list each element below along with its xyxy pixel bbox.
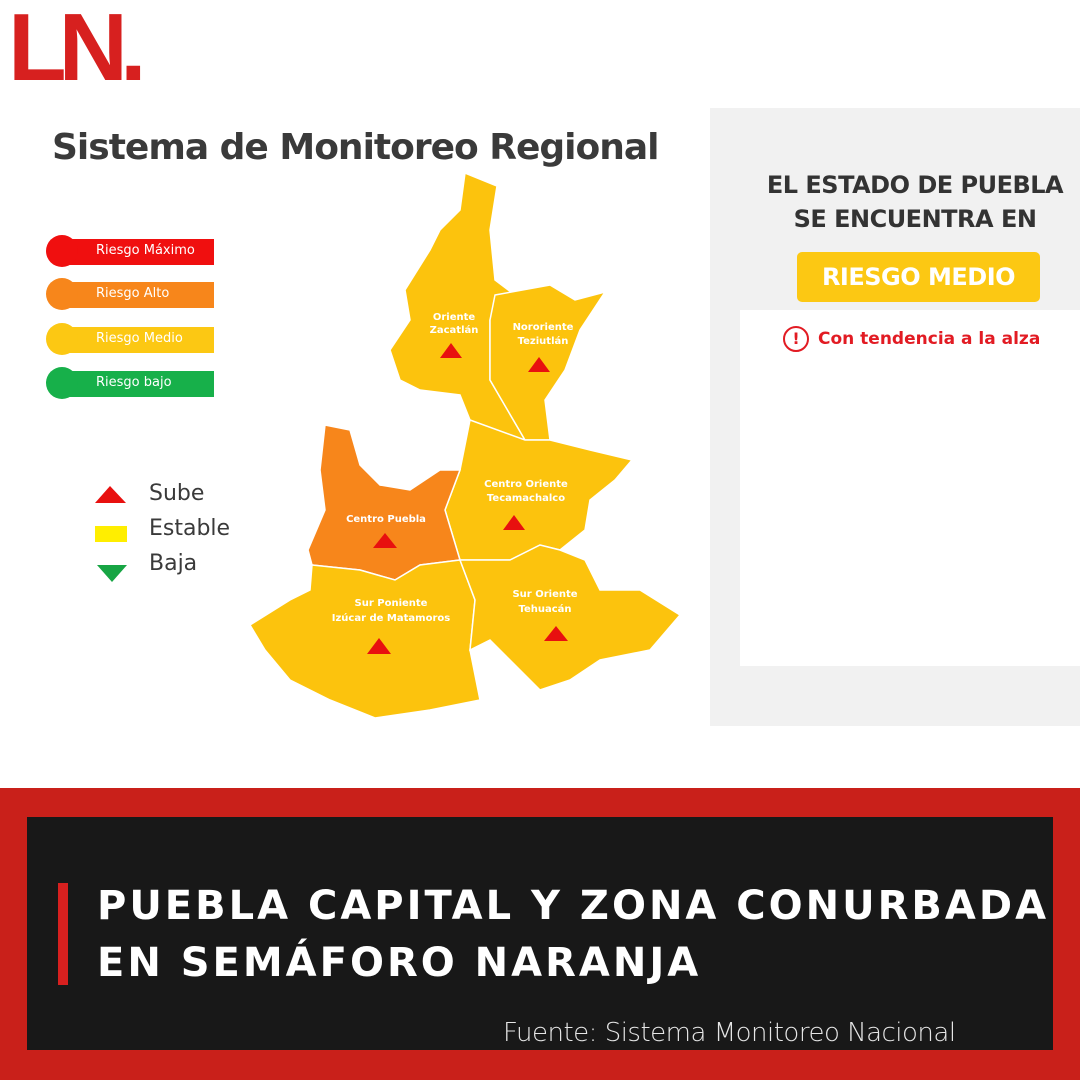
- headline: PUEBLA CAPITAL Y ZONA CONURBADA: [97, 883, 1050, 929]
- region-label: Oriente: [433, 312, 476, 323]
- up-marker: [373, 533, 397, 548]
- region-label: Zacatlán: [430, 324, 479, 336]
- region-label: Centro Puebla: [346, 514, 426, 525]
- region-label: Tecamachalco: [487, 493, 565, 504]
- up-marker: [503, 515, 525, 530]
- up-icon: [95, 486, 126, 503]
- up-marker: [544, 626, 568, 641]
- legend-label: Riesgo Medio: [96, 331, 183, 346]
- source: Fuente: Sistema Monitoreo Nacional: [503, 1018, 956, 1048]
- legend-label: Riesgo bajo: [96, 375, 172, 390]
- region-label: Izúcar de Matamoros: [332, 612, 450, 624]
- region-label: Tehuacán: [518, 603, 571, 615]
- risk-badge: RIESGO MEDIO: [797, 252, 1040, 302]
- map-title: Sistema de Monitoreo Regional: [52, 127, 660, 168]
- legend-label: Riesgo Máximo: [96, 243, 195, 258]
- region-shape: [489, 284, 607, 441]
- region-shape: [307, 424, 462, 581]
- panel-inner: [740, 310, 1080, 666]
- region-label: Nororiente: [513, 322, 574, 333]
- risk-legend-item: Riesgo Alto: [46, 278, 214, 310]
- risk-legend-item: Riesgo Medio: [46, 323, 214, 355]
- risk-legend-item: Riesgo bajo: [46, 367, 214, 399]
- map: Oriente Zacatlán Nororiente Teziutlán Ce…: [95, 171, 682, 719]
- trend-label: Estable: [149, 516, 231, 541]
- trend-label: Sube: [149, 481, 205, 506]
- down-icon: [97, 565, 127, 582]
- logo: LN.: [8, 0, 147, 101]
- headline: EN SEMÁFORO NARANJA: [97, 940, 702, 986]
- regions: [248, 171, 682, 719]
- accent-bar: [58, 883, 68, 985]
- trend-markers: [367, 343, 568, 654]
- region-shape: [389, 171, 527, 442]
- trend-label: Baja: [149, 551, 198, 576]
- risk-legend-item: Riesgo Máximo: [46, 235, 214, 267]
- region-label: Centro Oriente: [484, 479, 568, 490]
- stable-icon: [95, 526, 127, 542]
- region-label: Sur Oriente: [512, 589, 577, 600]
- panel-heading: EL ESTADO DE PUEBLA: [766, 171, 1064, 199]
- panel-heading: SE ENCUENTRA EN: [793, 205, 1037, 233]
- region-label: Teziutlán: [518, 335, 569, 347]
- up-marker: [528, 357, 550, 372]
- alert-icon: !: [783, 326, 809, 352]
- region-shape: [248, 559, 481, 719]
- legend-label: Riesgo Alto: [96, 286, 170, 301]
- region-label: Sur Poniente: [355, 598, 428, 609]
- up-marker: [367, 638, 391, 654]
- up-marker: [440, 343, 462, 358]
- region-shape: [444, 418, 634, 561]
- headline-box: [27, 817, 1053, 1050]
- trend-note: Con tendencia a la alza: [818, 329, 1041, 349]
- region-shape: [458, 544, 682, 691]
